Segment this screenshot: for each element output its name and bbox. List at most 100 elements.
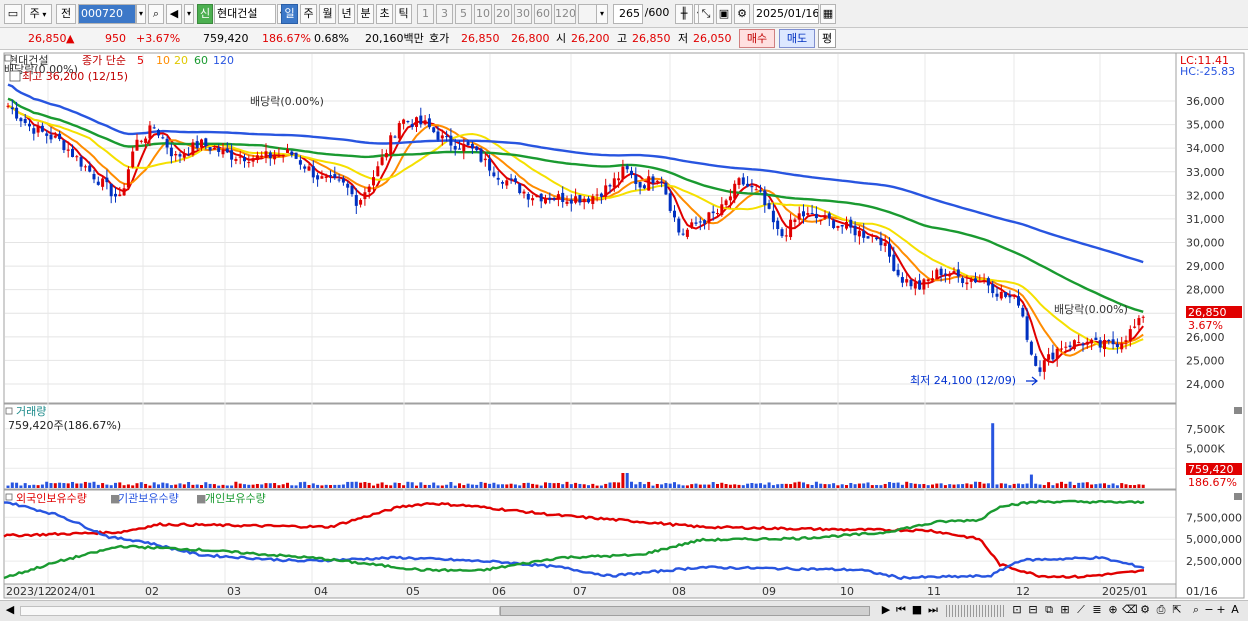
volume-panel-toggle-icon[interactable]	[5, 407, 13, 415]
candle-body	[913, 282, 917, 289]
holdings-panel-toggle-icon[interactable]	[5, 493, 13, 501]
gear-icon[interactable]: ⚙	[734, 4, 750, 24]
volume-bar	[23, 483, 27, 488]
custom-period-dropdown-icon[interactable]: ▾	[596, 4, 608, 24]
export-icon[interactable]: ⇱	[1172, 603, 1182, 616]
volume-bar	[122, 485, 126, 488]
period-select[interactable]: 주 ▾	[24, 4, 52, 24]
tab-minute[interactable]: 분	[357, 4, 374, 24]
drawing-tool-icon[interactable]: ⤡	[698, 4, 714, 24]
stock-chart-svg[interactable]: 36,000 35,000 34,000 33,000 32,000 31,000 30,0…	[0, 51, 1248, 599]
candle-body	[1103, 339, 1106, 350]
first-page-icon[interactable]: ⏮	[896, 603, 906, 616]
tab-month[interactable]: 월	[319, 4, 336, 24]
volume-bar	[109, 485, 113, 488]
volume-bar	[827, 484, 831, 488]
candle-body	[66, 149, 70, 151]
print-icon[interactable]: ⎙	[1156, 603, 1166, 616]
volume-bar	[40, 484, 44, 488]
speaker-dropdown-icon[interactable]: ▾	[184, 4, 194, 24]
eval-button[interactable]: 평	[818, 29, 836, 48]
settings-small-icon[interactable]: ⚙	[1140, 603, 1150, 616]
candle-body	[157, 129, 160, 136]
text-tool-icon[interactable]: ⊕	[1108, 603, 1118, 616]
volume-panel-close-icon[interactable]	[1234, 407, 1242, 414]
preset-1[interactable]: 1	[417, 4, 434, 24]
tab-year[interactable]: 년	[338, 4, 355, 24]
zoom-slider[interactable]	[946, 605, 1006, 617]
chart-type-icon[interactable]: ⊞	[1060, 603, 1070, 616]
stock-code-input[interactable]: 000720	[78, 4, 136, 24]
count-input[interactable]: 265	[613, 4, 643, 24]
preset-20[interactable]: 20	[494, 4, 512, 24]
search-icon[interactable]: ⌕	[148, 4, 164, 24]
candle-body	[612, 178, 616, 188]
candle-body	[122, 188, 126, 196]
candle-body	[939, 268, 943, 275]
candle-body	[496, 177, 500, 180]
chart-area[interactable]: 36,000 35,000 34,000 33,000 32,000 31,000 30,0…	[0, 51, 1248, 599]
last-page-icon[interactable]: ⏭	[928, 603, 938, 616]
stock-code-dropdown-icon[interactable]: ▾	[136, 4, 146, 24]
compare-button[interactable]: 전	[56, 4, 76, 24]
volume-bar	[329, 485, 332, 488]
tab-second[interactable]: 초	[376, 4, 393, 24]
date-input[interactable]: 2025/01/16	[753, 4, 819, 24]
copy-icon[interactable]: ⧉	[1045, 603, 1053, 616]
stock-name-field[interactable]: 현대건설	[214, 4, 276, 24]
preset-10[interactable]: 10	[474, 4, 492, 24]
buy-button[interactable]: 매수	[739, 29, 775, 48]
candle-body	[505, 180, 509, 186]
window-menu-icon[interactable]: ▭	[4, 4, 22, 24]
candle-body	[853, 225, 857, 236]
candle-body	[832, 220, 836, 228]
preset-60[interactable]: 60	[534, 4, 552, 24]
window-icon[interactable]: ⊟	[1028, 603, 1038, 616]
volume-panel[interactable]	[3, 403, 1177, 490]
preset-30[interactable]: 30	[514, 4, 532, 24]
zoom-out-icon[interactable]: −	[1204, 603, 1214, 616]
scroll-track[interactable]	[20, 606, 500, 616]
holdings-legend-individual: 개인보유수량	[205, 492, 266, 505]
tab-tick[interactable]: 틱	[395, 4, 412, 24]
price-panel[interactable]	[3, 52, 1177, 404]
sell-button[interactable]: 매도	[779, 29, 815, 48]
scroll-left-icon[interactable]: ◀	[5, 603, 15, 616]
speaker-icon[interactable]: ◀	[166, 4, 182, 24]
volume-bar	[367, 482, 371, 488]
tab-week[interactable]: 주	[300, 4, 317, 24]
price-y-tick: 33,000	[1186, 166, 1225, 179]
holdings-panel-close-icon[interactable]	[1234, 493, 1242, 500]
preset-5[interactable]: 5	[455, 4, 472, 24]
candle-type-icon[interactable]: ╫	[675, 4, 693, 24]
eraser-icon[interactable]: ⌫	[1122, 603, 1138, 616]
panel-toggle-icon[interactable]	[4, 54, 12, 62]
volume-bar	[535, 484, 539, 488]
up-arrow-icon: ▲	[66, 32, 75, 45]
save-icon[interactable]: ▣	[716, 4, 732, 24]
candle-body	[268, 152, 272, 159]
calendar-icon[interactable]: ▦	[820, 4, 836, 24]
auto-scale-icon[interactable]: A	[1231, 603, 1239, 616]
preset-120[interactable]: 120	[554, 4, 576, 24]
preset-3[interactable]: 3	[436, 4, 453, 24]
crosshair-icon[interactable]: ⊡	[1012, 603, 1022, 616]
panel-menu-icon[interactable]	[9, 70, 21, 82]
scroll-thumb[interactable]	[500, 606, 870, 616]
volume-bar	[905, 481, 909, 488]
volume-bar	[1141, 484, 1145, 488]
tab-day[interactable]: 일	[281, 4, 298, 24]
zoom-in-icon[interactable]: +	[1216, 603, 1226, 616]
scroll-right-icon[interactable]: ▶	[881, 603, 891, 616]
fib-icon[interactable]: ≣	[1092, 603, 1102, 616]
candle-body	[961, 278, 965, 284]
candle-body	[135, 139, 139, 151]
candle-body	[363, 192, 367, 200]
volume-bar	[711, 482, 715, 488]
volume-bar	[359, 482, 363, 488]
stop-icon[interactable]: ■	[911, 603, 923, 616]
volume-bar	[126, 484, 130, 488]
zoom-search-icon[interactable]: ⌕	[1192, 603, 1200, 616]
trend-line-icon[interactable]: ⟋	[1077, 603, 1085, 616]
